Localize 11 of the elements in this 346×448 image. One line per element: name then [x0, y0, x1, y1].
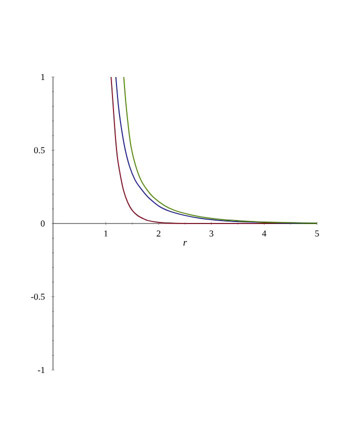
x-tick-label: 1 — [104, 230, 108, 236]
y-tick-label: 0 — [40, 220, 45, 227]
x-axis-title: r — [183, 240, 187, 246]
y-tick-label: 1 — [41, 74, 44, 80]
y-tick-label: 0.5 — [34, 147, 45, 154]
x-tick-label: 5 — [315, 230, 319, 236]
x-tick-label: 3 — [210, 230, 214, 237]
y-tick-label: -1 — [38, 367, 44, 373]
y-tick-label: -0.5 — [31, 294, 45, 300]
x-tick-label: 2 — [156, 230, 160, 236]
x-tick-label: 4 — [262, 230, 266, 236]
